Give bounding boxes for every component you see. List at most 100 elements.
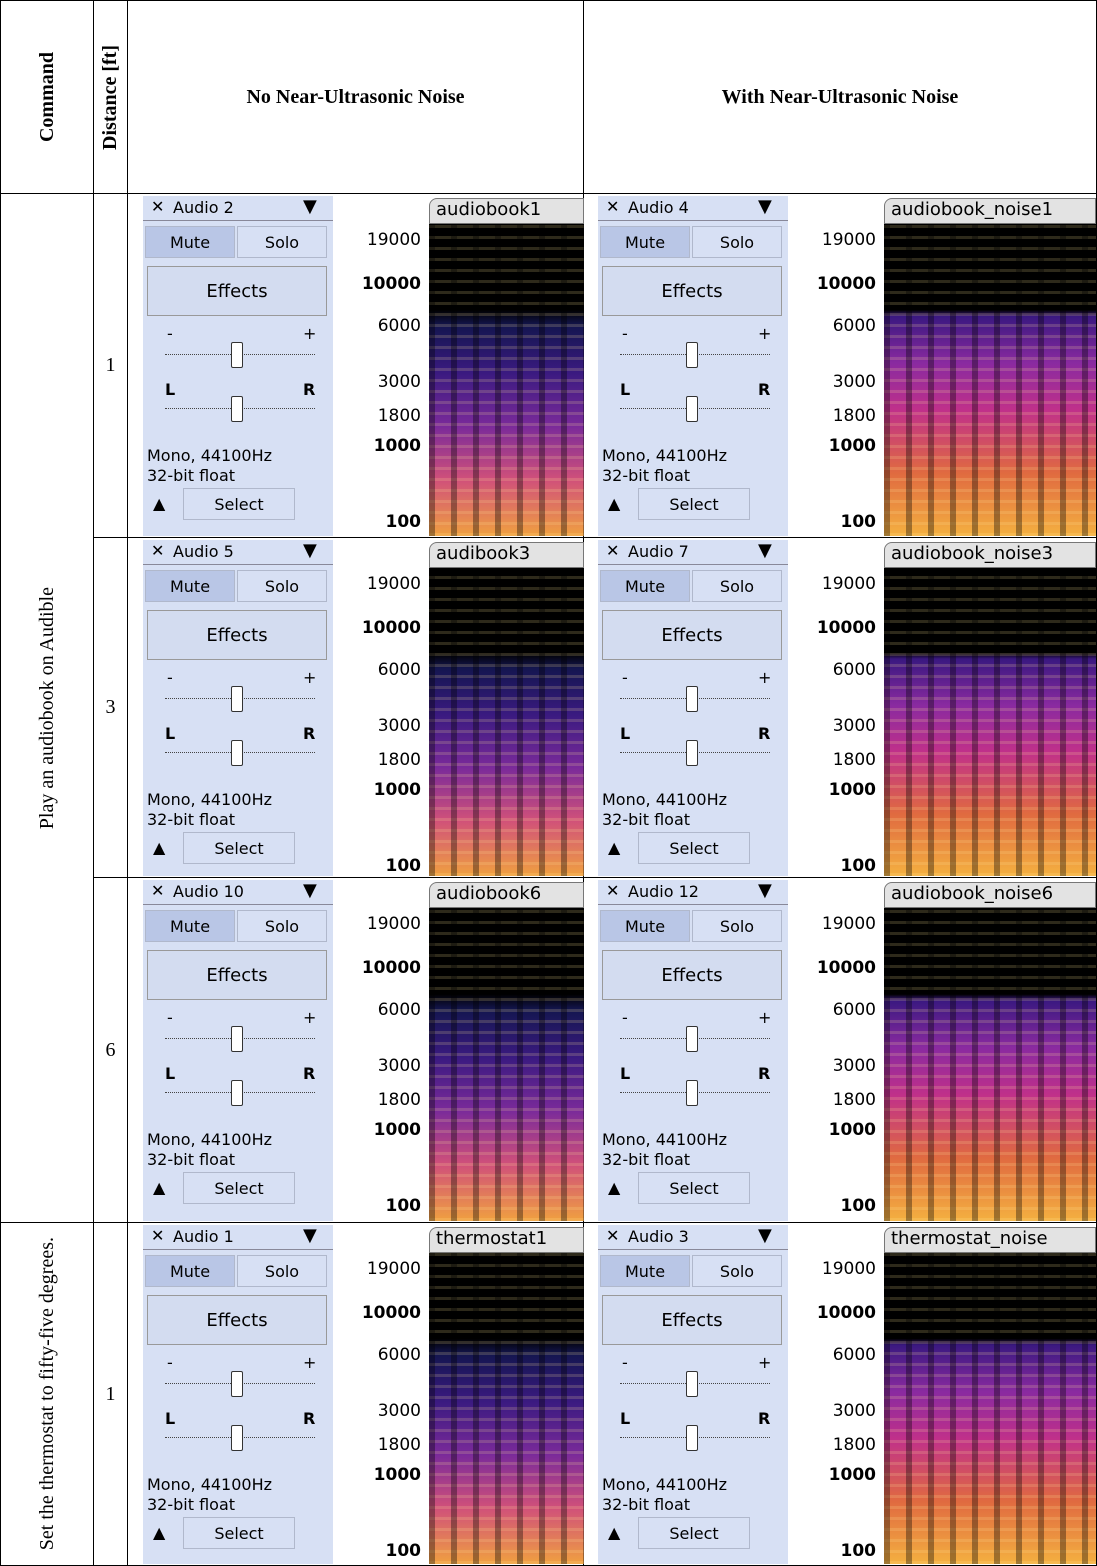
track-name: Audio 7: [628, 542, 689, 561]
frequency-label: 3000: [788, 372, 876, 392]
command-cell: Set the thermostat to fifty-five degrees…: [0, 1222, 94, 1566]
menu-arrow: ▼: [758, 880, 772, 901]
collapse-icon: ▲: [153, 1178, 165, 1197]
pan-left: L: [620, 1409, 630, 1428]
gain-thumb: [231, 686, 243, 712]
frequency-label: 1000: [788, 1465, 876, 1485]
frequency-label: 1800: [788, 406, 876, 426]
gain-max: +: [303, 324, 316, 343]
track-title-bar: ✕Audio 4▼: [598, 196, 788, 221]
frequency-label: 19000: [788, 574, 876, 594]
solo-button: Solo: [237, 910, 327, 942]
spectrogram-texture: [884, 566, 1096, 876]
mute-button: Mute: [600, 226, 690, 258]
spectrogram-texture: [429, 1251, 584, 1564]
command-text: Set the thermostat to fifty-five degrees…: [36, 1237, 59, 1550]
spectrogram-texture: [884, 222, 1096, 536]
effects-button: Effects: [147, 610, 327, 660]
select-button: Select: [638, 1172, 750, 1204]
page: Command Distance [ft] No Near-Ultrasonic…: [0, 0, 1097, 1565]
solo-button: Solo: [692, 570, 782, 602]
frequency-label: 19000: [333, 574, 421, 594]
select-button: Select: [638, 1517, 750, 1549]
frequency-label: 10000: [788, 958, 876, 978]
effects-button: Effects: [147, 266, 327, 316]
frequency-label: 3000: [788, 1056, 876, 1076]
pan-thumb: [686, 1080, 698, 1106]
collapse-icon: ▲: [153, 494, 165, 513]
bit-depth-text: 32-bit float: [147, 810, 235, 829]
gain-min: -: [622, 1353, 628, 1372]
track-controls: ✕Audio 12▼MuteSoloEffects-+LRMono, 44100…: [598, 880, 789, 1221]
gain-max: +: [758, 1353, 771, 1372]
menu-arrow: ▼: [303, 880, 317, 901]
frequency-label: 10000: [333, 958, 421, 978]
track-title-bar: ✕Audio 5▼: [143, 540, 333, 565]
bit-depth-text: 32-bit float: [147, 466, 235, 485]
solo-button: Solo: [237, 226, 327, 258]
track-title-bar: ✕ Audio 1 ▼: [143, 1225, 333, 1250]
frequency-label: 10000: [333, 274, 421, 294]
gain-max: +: [303, 668, 316, 687]
gain-max: +: [758, 668, 771, 687]
effects-button: Effects: [147, 950, 327, 1000]
close-icon: ✕: [151, 881, 164, 900]
mute-button: Mute: [145, 1255, 235, 1287]
gain-thumb: [231, 1371, 243, 1397]
frequency-label: 6000: [788, 660, 876, 680]
header-no-noise: No Near-Ultrasonic Noise: [246, 86, 464, 109]
menu-arrow: ▼: [303, 1225, 317, 1246]
clip-name: thermostat1: [429, 1227, 584, 1253]
track-name: Audio 10: [173, 882, 244, 901]
frequency-label: 1800: [333, 406, 421, 426]
spectrogram: [884, 906, 1096, 1221]
track-panel: ✕Audio 7▼MuteSoloEffects-+LRMono, 44100H…: [598, 540, 1096, 876]
bit-depth-text: 32-bit float: [602, 810, 690, 829]
pan-left: L: [165, 724, 175, 743]
frequency-label: 1000: [333, 780, 421, 800]
pan-thumb: [231, 1425, 243, 1451]
frequency-label: 1800: [788, 1435, 876, 1455]
bit-depth-text: 32-bit float: [602, 466, 690, 485]
spectrogram: [884, 1251, 1096, 1564]
frequency-label: 10000: [333, 618, 421, 638]
frequency-label: 100: [788, 512, 876, 532]
gain-thumb: [686, 342, 698, 368]
frequency-label: 100: [788, 856, 876, 876]
frequency-label: 19000: [333, 914, 421, 934]
frequency-label: 19000: [788, 230, 876, 250]
bit-depth-text: 32-bit float: [602, 1495, 690, 1514]
pan-right: R: [758, 724, 770, 743]
spectrogram: [429, 1251, 584, 1564]
track-name: Audio 5: [173, 542, 234, 561]
distance-cell: 3: [93, 537, 128, 878]
close-icon: ✕: [606, 197, 619, 216]
frequency-label: 3000: [788, 716, 876, 736]
track-title-bar: ✕Audio 7▼: [598, 540, 788, 565]
format-text: Mono, 44100Hz: [147, 790, 272, 809]
header-command: Command: [36, 52, 59, 142]
header-cell: No Near-Ultrasonic Noise: [127, 0, 584, 194]
close-icon: ✕: [151, 1226, 164, 1245]
frequency-label: 19000: [333, 1259, 421, 1279]
menu-arrow: ▼: [758, 1225, 772, 1246]
select-button: Select: [183, 832, 295, 864]
distance-cell: 1: [93, 193, 128, 538]
collapse-icon: ▲: [153, 838, 165, 857]
track-name: Audio 1: [173, 1227, 234, 1246]
header-distance: Distance [ft]: [99, 45, 122, 150]
clip-name: audiobook_noise1: [884, 198, 1096, 224]
frequency-label: 3000: [333, 1056, 421, 1076]
track-name: Audio 2: [173, 198, 234, 217]
effects-button: Effects: [602, 610, 782, 660]
gain-min: -: [167, 324, 173, 343]
select-button: Select: [183, 1172, 295, 1204]
bit-depth-text: 32-bit float: [602, 1150, 690, 1169]
mute-button: Mute: [145, 226, 235, 258]
